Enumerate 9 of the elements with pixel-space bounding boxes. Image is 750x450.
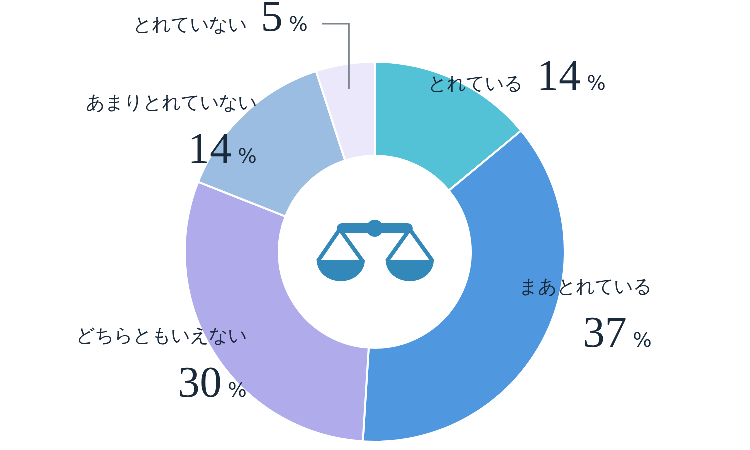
slice-label: まあとれている [519, 276, 652, 298]
slice-label: とれていない [133, 14, 247, 36]
slice-label: どちらともいえない [76, 325, 247, 347]
data-label: 14% [188, 124, 257, 173]
data-label: 37% [582, 308, 652, 357]
data-label: 5% [261, 0, 308, 41]
data-label: 14% [537, 51, 606, 100]
slice-label: あまりとれていない [86, 92, 257, 114]
data-label: 30% [178, 358, 247, 407]
